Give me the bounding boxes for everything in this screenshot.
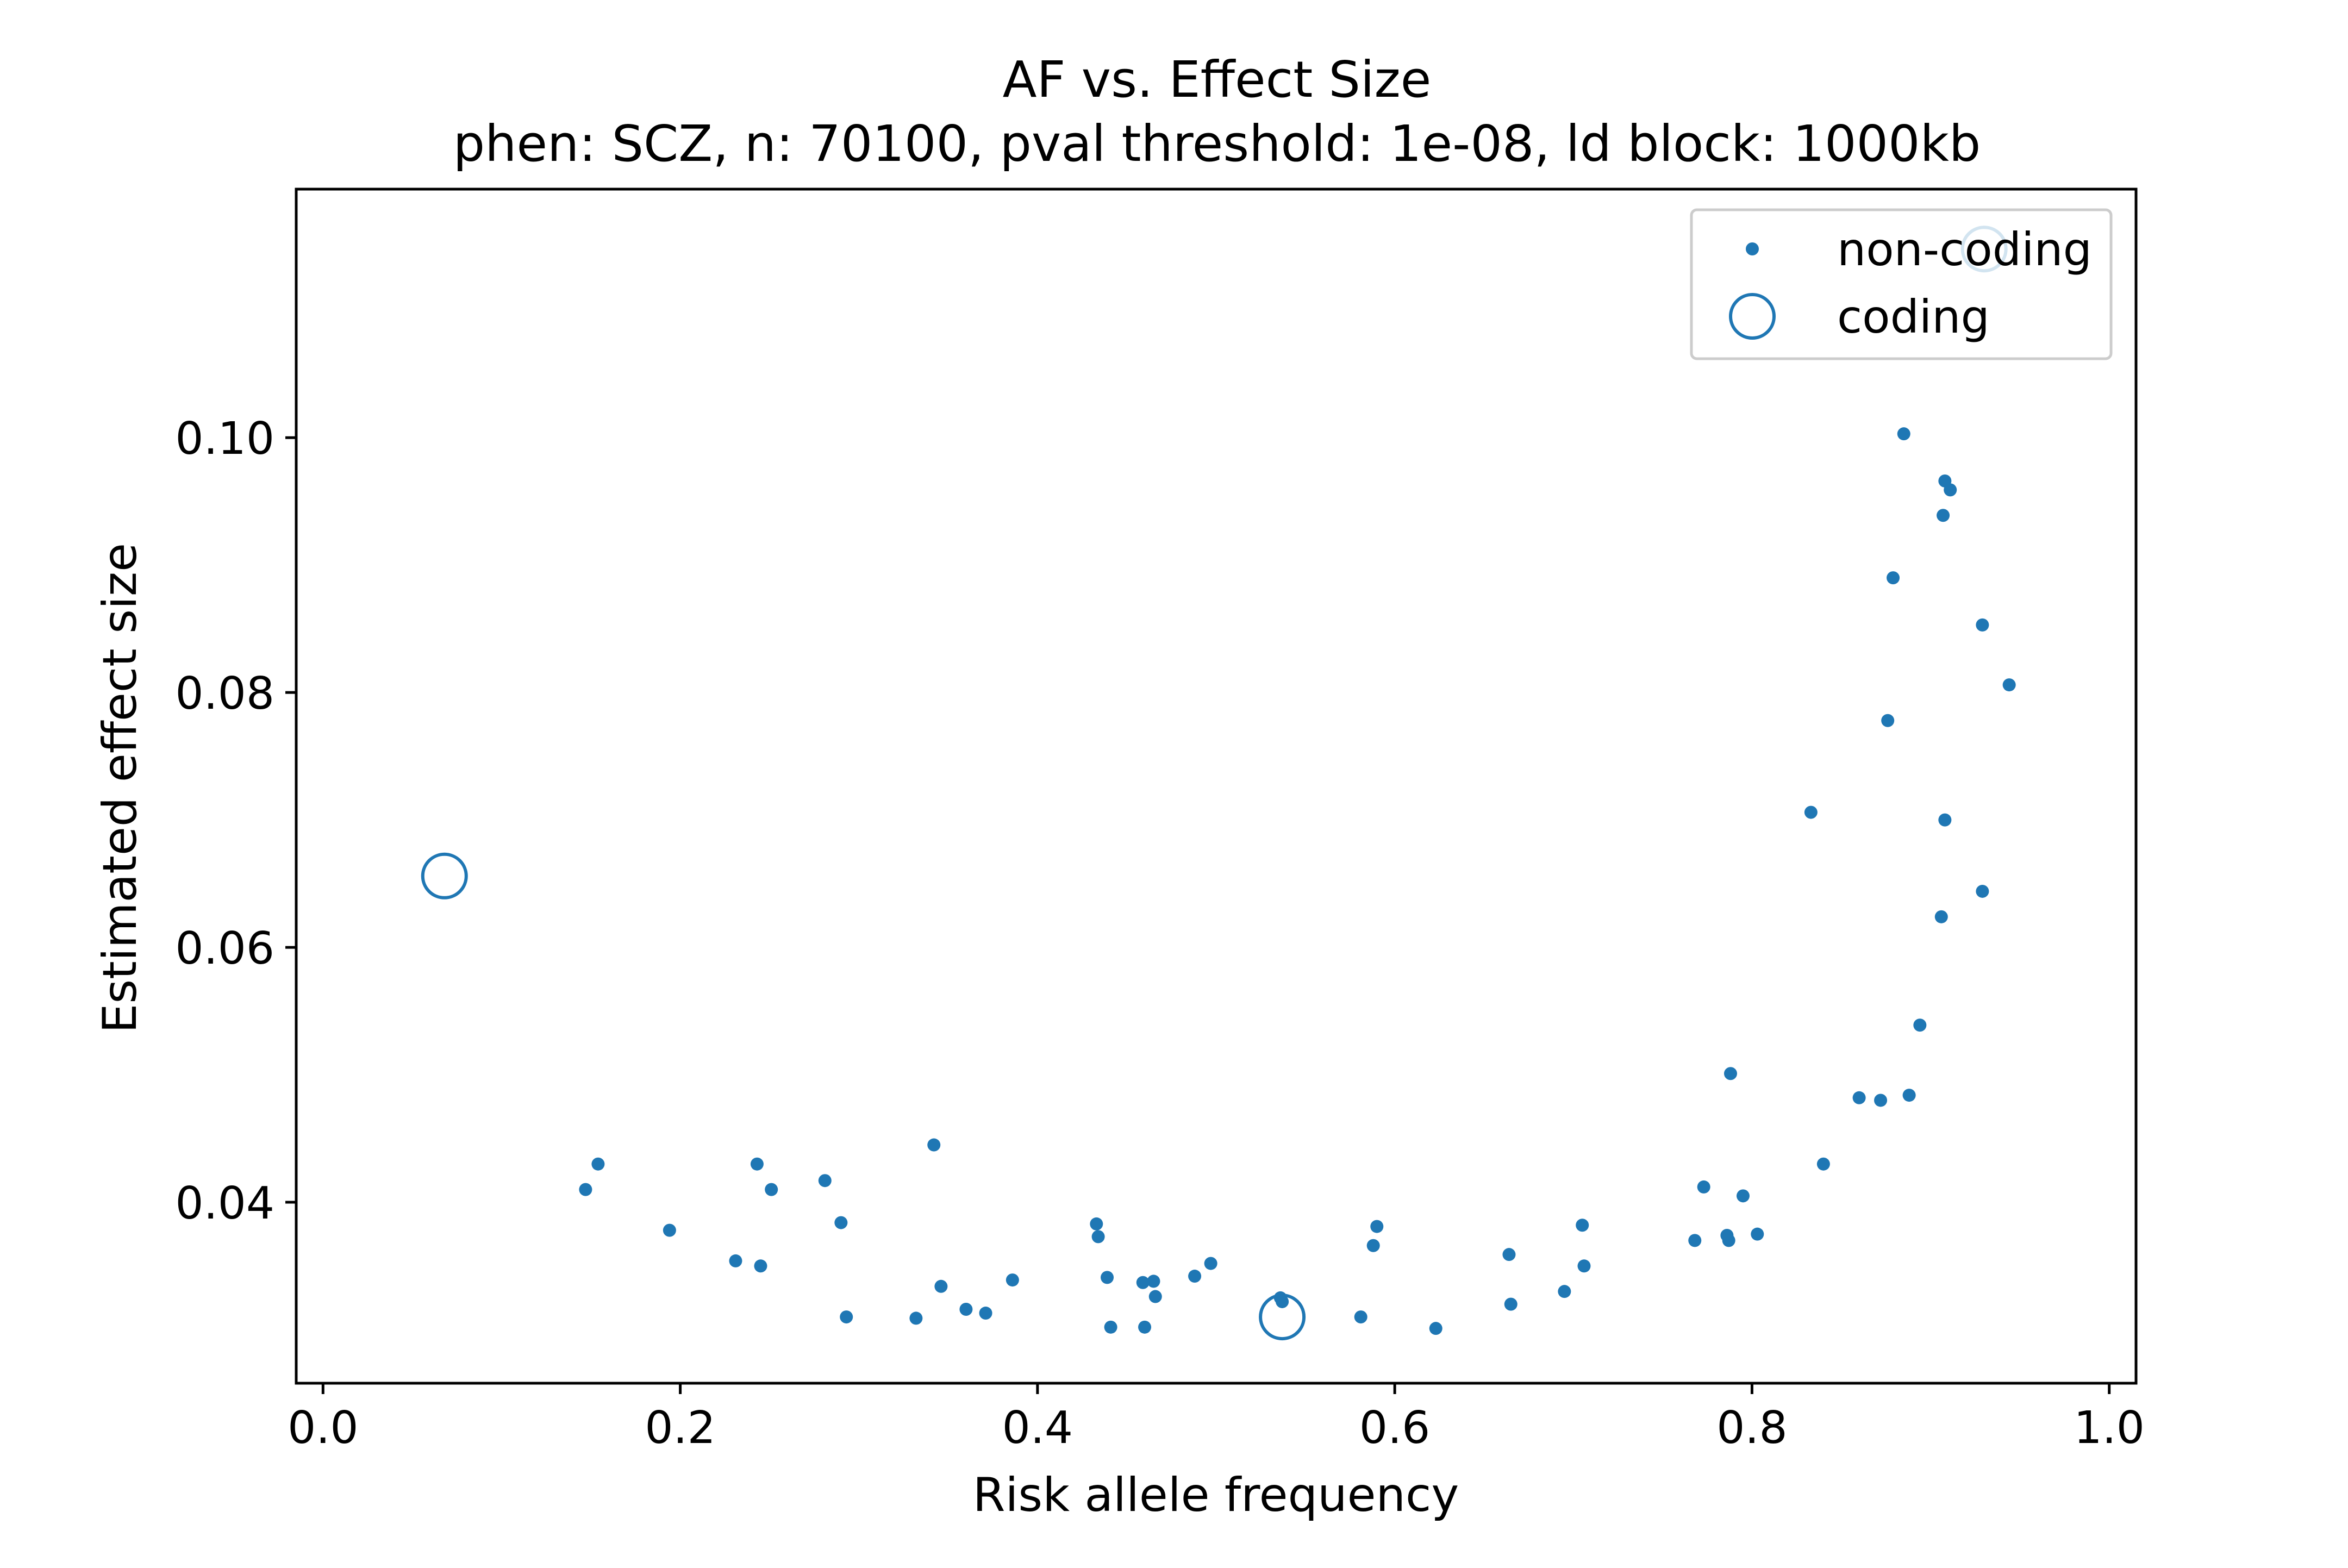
non-coding-point <box>1090 1217 1103 1230</box>
non-coding-point <box>1937 509 1950 522</box>
chart-subtitle: phen: SCZ, n: 70100, pval threshold: 1e-… <box>453 115 1981 173</box>
y-tick-label: 0.06 <box>175 923 274 974</box>
non-coding-point <box>1188 1270 1202 1283</box>
non-coding-point <box>1366 1239 1380 1252</box>
y-tick-label: 0.08 <box>175 668 274 720</box>
y-axis-ticks: 0.04 0.06 0.08 0.10 <box>175 413 296 1229</box>
non-coding-point <box>1722 1234 1735 1247</box>
x-tick-label: 0.2 <box>645 1402 715 1454</box>
non-coding-point <box>1816 1157 1830 1171</box>
non-coding-point <box>765 1183 778 1196</box>
non-coding-point <box>1429 1322 1442 1335</box>
non-coding-point <box>1577 1259 1591 1273</box>
coding-point <box>1259 1294 1306 1341</box>
non-coding-point <box>754 1259 767 1273</box>
non-coding-point <box>2002 678 2016 692</box>
legend-box <box>1690 208 2113 360</box>
non-coding-point <box>1804 805 1818 819</box>
x-axis-ticks: 0.0 0.2 0.4 0.6 0.8 1.0 <box>288 1383 2145 1454</box>
legend-label-non-coding: non-coding <box>1837 223 2092 276</box>
non-coding-point <box>1502 1248 1516 1261</box>
non-coding-point <box>1354 1310 1367 1324</box>
legend: non-coding coding <box>1690 208 2113 360</box>
non-coding-point <box>927 1138 941 1152</box>
non-coding-point <box>750 1157 764 1171</box>
non-coding-point <box>1902 1089 1916 1102</box>
non-coding-point <box>1697 1180 1710 1194</box>
non-coding-point <box>1276 1295 1289 1308</box>
non-coding-point <box>1101 1271 1114 1284</box>
x-tick-label: 0.4 <box>1002 1402 1073 1454</box>
non-coding-point <box>909 1311 923 1325</box>
non-coding-point <box>663 1223 676 1237</box>
non-coding-point <box>1688 1234 1702 1247</box>
non-coding-point <box>1504 1297 1518 1311</box>
non-coding-point <box>834 1216 848 1229</box>
plot-area <box>421 226 2016 1341</box>
non-coding-point <box>1944 483 1957 497</box>
non-coding-point <box>1723 1067 1737 1080</box>
non-coding-point <box>1897 427 1910 441</box>
non-coding-point <box>1874 1094 1888 1107</box>
non-coding-point <box>1751 1227 1764 1241</box>
x-tick-label: 0.6 <box>1359 1402 1430 1454</box>
x-tick-label: 0.0 <box>288 1402 358 1454</box>
non-coding-point <box>1204 1257 1217 1270</box>
non-coding-point <box>1136 1276 1150 1289</box>
y-tick-label: 0.04 <box>175 1178 274 1229</box>
non-coding-point <box>1881 714 1895 727</box>
non-coding-point <box>729 1254 742 1267</box>
non-coding-point <box>1104 1320 1117 1334</box>
non-coding-point <box>1976 884 1989 898</box>
non-coding-point <box>1091 1230 1105 1244</box>
non-coding-point <box>1148 1290 1162 1303</box>
non-coding-point <box>1138 1320 1152 1334</box>
coding-point <box>421 852 468 899</box>
non-coding-point <box>1006 1273 1019 1287</box>
x-axis-label: Risk allele frequency <box>973 1468 1459 1522</box>
non-coding-point <box>1576 1219 1589 1232</box>
y-axis-label: Estimated effect size <box>93 543 147 1033</box>
non-coding-point <box>1370 1220 1384 1233</box>
non-coding-point <box>959 1303 973 1316</box>
non-coding-point <box>1938 813 1952 827</box>
non-coding-point <box>1852 1091 1866 1104</box>
y-tick-label: 0.10 <box>175 413 274 465</box>
non-coding-point <box>1887 571 1900 585</box>
legend-label-coding: coding <box>1837 290 1990 343</box>
non-coding-point <box>840 1310 853 1324</box>
non-coding-point <box>934 1279 948 1293</box>
x-tick-label: 1.0 <box>2074 1402 2144 1454</box>
legend-marker-non-coding <box>1746 242 1759 255</box>
axes-frame <box>295 188 2138 1385</box>
x-tick-label: 0.8 <box>1716 1402 1787 1454</box>
non-coding-point <box>1736 1189 1750 1203</box>
non-coding-point <box>1934 910 1948 923</box>
non-coding-point <box>579 1183 592 1196</box>
non-coding-point <box>979 1307 992 1320</box>
legend-marker-coding <box>1729 293 1776 340</box>
non-coding-point <box>1558 1285 1571 1298</box>
chart-title: AF vs. Effect Size <box>1003 51 1432 109</box>
non-coding-point <box>1913 1019 1927 1032</box>
non-coding-point <box>818 1174 832 1188</box>
non-coding-point <box>1976 618 1989 632</box>
non-coding-point <box>1147 1275 1160 1288</box>
non-coding-point <box>591 1157 605 1171</box>
